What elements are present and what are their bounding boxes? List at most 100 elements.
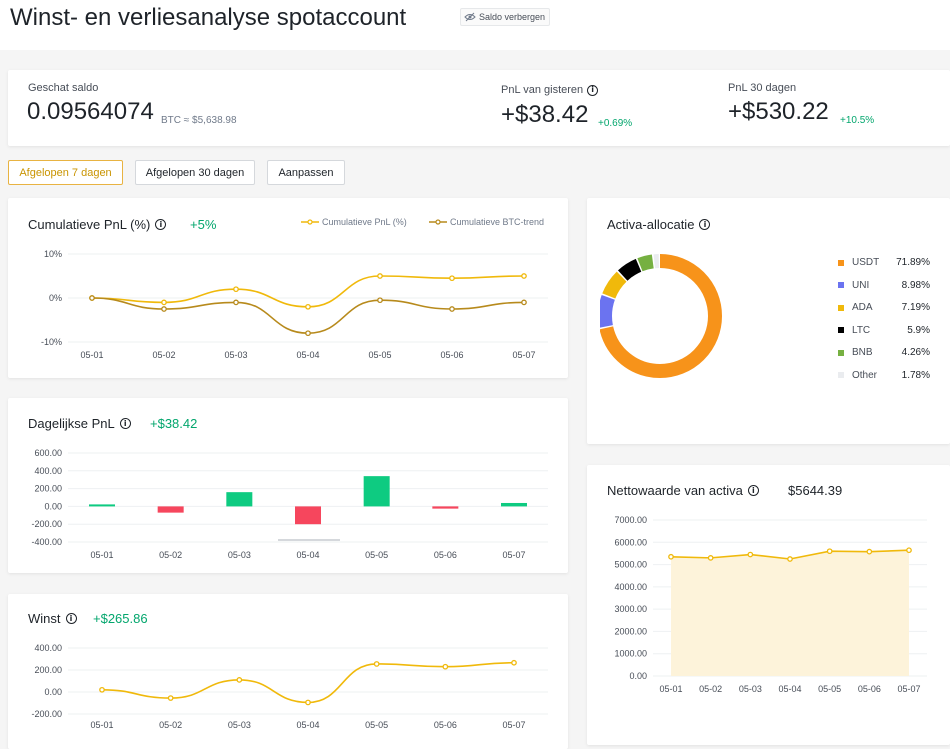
- daily-pnl-title: Dagelijkse PnL: [28, 416, 115, 431]
- x-tick-label: 05-02: [159, 550, 182, 560]
- y-tick-label: 10%: [44, 249, 62, 259]
- x-tick-label: 05-02: [159, 720, 182, 730]
- bar: [432, 506, 459, 509]
- hide-balance-button[interactable]: Saldo verbergen: [460, 8, 551, 26]
- daily-pnl-value: +$38.42: [150, 416, 198, 431]
- cumulative-pnl-title-group: Cumulatieve PnL (%) i: [28, 217, 167, 232]
- allocation-legend-item: USDT 71.89%: [838, 257, 930, 268]
- estimated-balance-value: 0.09564074: [27, 98, 154, 125]
- networth-title-group: Nettowaarde van activa i: [607, 483, 759, 498]
- legend-asset-pct: 1.78%: [901, 369, 930, 381]
- legend-asset-name: BNB: [852, 347, 873, 358]
- x-tick-label: 05-05: [818, 684, 841, 694]
- data-point: [233, 299, 239, 306]
- info-icon[interactable]: i: [699, 219, 711, 230]
- x-tick-label: 05-07: [502, 720, 525, 730]
- x-tick-label: 05-04: [296, 550, 319, 560]
- legend-asset-name: USDT: [852, 257, 880, 268]
- profit-chart: 400.00 200.00 0.00 -200.00 05-01 05-02 05-03 05…: [31, 643, 548, 730]
- allocation-legend-item: Other 1.78%: [838, 370, 930, 381]
- x-tick-label: 05-04: [296, 350, 319, 360]
- summary-card: Geschat saldo 0.09564074 BTC ≈ $5,638.98…: [8, 70, 950, 146]
- series-line: [91, 297, 525, 335]
- x-tick-label: 05-01: [659, 684, 682, 694]
- y-tick-label: 400.00: [34, 466, 62, 476]
- pnl-30d-pct: +10.5%: [840, 115, 875, 126]
- x-tick-label: 05-02: [152, 350, 175, 360]
- hide-balance-label: Saldo verbergen: [479, 12, 546, 22]
- cumulative-pnl-card: Cumulatieve PnL (%) i +5% Cumulatieve Pn…: [8, 198, 568, 378]
- y-tick-label: 0.00: [629, 671, 647, 681]
- y-tick-label: 200.00: [34, 484, 62, 494]
- profit-value: +$265.86: [93, 611, 148, 626]
- x-tick-label: 05-07: [897, 684, 920, 694]
- chart-legend: Cumulatieve PnL (%) Cumulatieve BTC-tren…: [301, 217, 544, 227]
- x-tick-label: 05-04: [296, 720, 319, 730]
- x-tick-label: 05-06: [434, 720, 457, 730]
- networth-card: Nettowaarde van activa i $5644.39 7000.0…: [587, 465, 950, 745]
- legend-swatch: [838, 372, 844, 378]
- y-tick-label: 6000.00: [614, 537, 647, 547]
- legend-asset-name: UNI: [852, 279, 870, 291]
- y-tick-label: 1000.00: [614, 649, 647, 659]
- x-tick-label: 05-01: [80, 350, 103, 360]
- data-point: [305, 303, 311, 310]
- data-point: [373, 661, 380, 667]
- data-point: [511, 659, 517, 666]
- legend-asset-name: LTC: [852, 324, 871, 336]
- legend-swatch: [838, 259, 844, 266]
- networth-chart: 7000.00 6000.00 5000.00 4000.00 3000.00 2000.…: [614, 515, 927, 694]
- info-icon[interactable]: i: [65, 613, 77, 624]
- x-tick-label: 05-02: [699, 684, 722, 694]
- data-point: [449, 275, 455, 282]
- series-line: [91, 275, 525, 308]
- y-tick-label: 3000.00: [614, 604, 647, 614]
- allocation-legend-item: ADA 7.19%: [838, 302, 930, 313]
- period-7d-button[interactable]: Afgelopen 7 dagen: [8, 160, 123, 185]
- data-point: [707, 555, 714, 561]
- y-tick-label: 4000.00: [614, 582, 647, 592]
- data-point: [377, 297, 383, 304]
- info-icon[interactable]: i: [587, 84, 599, 96]
- bar: [89, 504, 115, 507]
- legend-swatch: [838, 349, 844, 356]
- networth-value: $5644.39: [788, 483, 843, 498]
- profit-card: Winst i +$265.86 400.00 200.00 0.00 -200.00…: [8, 594, 568, 749]
- data-point: [521, 273, 527, 279]
- info-icon[interactable]: i: [119, 418, 131, 429]
- cumulative-pnl-value: +5%: [190, 217, 217, 232]
- info-icon[interactable]: i: [747, 485, 759, 496]
- data-point: [449, 306, 455, 312]
- x-tick-label: 05-01: [90, 550, 113, 560]
- data-point: [866, 548, 873, 555]
- legend-swatch: [838, 327, 844, 333]
- legend-asset-pct: 5.9%: [907, 324, 930, 336]
- x-tick-label: 05-03: [739, 684, 762, 694]
- y-tick-label: 400.00: [34, 643, 62, 653]
- pnl-yesterday-label: PnL van gisteren: [501, 84, 584, 96]
- period-custom-button[interactable]: Aanpassen: [267, 160, 345, 185]
- data-point: [305, 330, 311, 337]
- x-tick-label: 05-07: [502, 550, 525, 560]
- y-tick-label: 7000.00: [614, 515, 647, 525]
- y-tick-label: -10%: [41, 337, 62, 347]
- pnl-yesterday-label-group: PnL van gisteren i: [501, 84, 599, 96]
- pnl-30d-value: +$530.22: [728, 98, 829, 125]
- period-30d-button[interactable]: Afgelopen 30 dagen: [135, 160, 255, 185]
- bar: [501, 502, 527, 507]
- info-icon[interactable]: i: [155, 219, 167, 230]
- allocation-title: Activa-allocatie: [607, 217, 695, 232]
- bar: [295, 506, 321, 525]
- data-point: [161, 306, 167, 312]
- daily-pnl-card: Dagelijkse PnL i +$38.42 600.00 400.00 200…: [8, 398, 568, 573]
- y-tick-label: 5000.00: [614, 560, 647, 570]
- donut-slice: [600, 254, 722, 378]
- legend-asset-pct: 8.98%: [901, 279, 930, 291]
- estimated-balance-label: Geschat saldo: [28, 82, 99, 94]
- daily-pnl-chart: 600.00 400.00 200.00 0.00 -200.00 -400.00 05-0…: [31, 448, 548, 560]
- y-tick-label: 0.00: [44, 501, 62, 511]
- legend-asset-name: ADA: [852, 302, 873, 313]
- page-header: Winst- en verliesanalyse spotaccount Sal…: [0, 0, 950, 50]
- legend-asset-pct: 4.26%: [901, 347, 930, 358]
- x-tick-label: 05-03: [228, 720, 251, 730]
